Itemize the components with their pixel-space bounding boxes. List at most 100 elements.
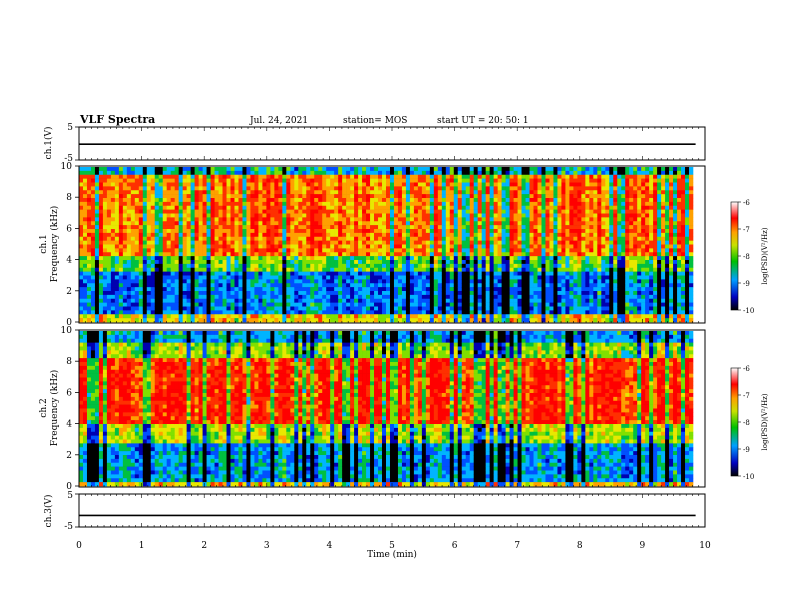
ch1-spectrogram-cell [278,198,283,203]
ch1-spectrogram-cell [98,201,104,207]
ch1-spectrogram-cell [138,236,144,241]
ch1-spectrogram-cell [146,294,152,300]
ch1-spectrogram-cell [170,287,175,292]
ch1-spectrogram-cell [457,298,463,303]
ch1-spectrogram-cell [274,302,279,307]
ch1-spectrogram-cell [449,190,455,195]
ch1-spectrogram-cell [142,174,148,179]
ch1-spectrogram-cell [286,310,291,315]
ch1-spectrogram-cell [465,190,471,195]
ch1-spectrogram-cell [318,205,323,210]
ch1-spectrogram-cell [278,236,283,241]
ch1-spectrogram-cell [286,260,291,265]
ch1-spectrogram-cell [106,318,112,323]
ch1-spectrogram-cell [266,213,271,218]
ch1-spectrogram-cell [358,252,363,257]
ch1-spectrogram-cell [202,256,207,261]
ch1-spectrogram-cell [118,205,124,210]
ch1-spectrogram-cell [186,302,191,307]
ch1-spectrogram-cell [469,256,475,261]
ch1-spectrogram-cell [457,178,463,183]
ch1-spectrogram-cell [405,198,411,203]
ch1-spectrogram-cell [290,170,295,176]
ch1-spectrogram-cell [326,225,331,230]
ch1-spectrogram-cell [457,232,463,238]
ch1-spectrogram-cell [437,221,443,226]
ch1-spectrogram-cell [262,248,267,253]
ch1-spectrogram-cell [501,190,506,195]
ch1-spectrogram-cell [226,190,231,195]
ch1-spectrogram-cell [481,248,486,253]
ch1-spectrogram-cell [142,310,148,315]
ch1-spectrogram-cell [222,244,227,249]
ch1-spectrogram-cell [517,310,522,315]
ch1-spectrogram-cell [382,302,387,307]
ch1-spectrogram-cell [553,174,558,179]
ch1-spectrogram-cell [238,229,243,234]
ch1-spectrogram-cell [517,314,522,319]
ch1-spectrogram-cell [322,182,327,187]
ch1-spectrogram-cell [146,201,152,207]
ch1-spectrogram-cell [110,236,116,241]
ch1-spectrogram-cell [362,190,367,195]
ch1-spectrogram-cell [453,209,459,214]
ch1-spectrogram-cell [457,209,463,214]
ch1-spectrogram-cell [453,283,459,288]
ch1-spectrogram-cell [86,232,92,238]
ch1-spectrogram-cell [433,287,439,292]
ch1-spectrogram-cell [473,318,478,323]
ch1-spectrogram-cell [453,302,459,307]
ch1-spectrogram-cell [130,294,136,300]
ch1-spectrogram-cell [386,174,391,179]
ch1-spectrogram-cell [262,283,267,288]
ch1-spectrogram-cell [501,260,506,265]
ch1-spectrogram-cell [274,279,279,284]
ch1-spectrogram-cell [106,302,112,307]
ch1-spectrogram-cell [202,260,207,265]
ch1-spectrogram-cell [234,244,239,249]
ch1-spectrogram-cell [90,291,96,296]
ch1-spectrogram-cell [274,190,279,195]
ch1-spectrogram-cell [461,186,467,191]
ch1-spectrogram-cell [134,244,140,249]
ch1-spectrogram-cell [405,260,411,265]
ch1-spectrogram-cell [350,217,355,222]
ch1-spectrogram-cell [79,256,84,261]
ch1-spectrogram-cell [401,306,407,311]
ch1-spectrogram-cell [429,225,435,230]
ch1-spectrogram-cell [286,209,291,214]
ch1-spectrogram-cell [194,174,199,179]
ch1-spectrogram-cell [150,248,156,253]
ch1-spectrogram-cell [79,302,84,307]
ch1-spectrogram-cell [421,229,427,234]
ch1-spectrogram-cell [525,279,530,284]
ch1-spectrogram-cell [429,271,435,276]
ch1-spectrogram-cell [521,240,526,245]
ch1-spectrogram-cell [441,240,447,245]
ch1-spectrogram-cell [290,310,295,315]
ch1-spectrogram-cell [461,256,467,261]
ch1-spectrogram-cell [401,236,407,241]
ch1-spectrogram-cell [258,263,263,269]
ch1-spectrogram-cell [258,232,263,238]
ch1-spectrogram-cell [110,291,116,296]
ch1-spectrogram-cell [254,302,259,307]
ch1-spectrogram-cell [485,170,490,176]
ch1-spectrogram-cell [166,178,171,183]
ch1-spectrogram-cell [234,283,239,288]
ch1-spectrogram-cell [465,306,471,311]
ch1-spectrogram-cell [529,287,534,292]
ch1-spectrogram-cell [389,236,395,241]
ch1-spectrogram-cell [218,306,223,311]
ch1-spectrogram-cell [469,217,475,222]
ch1-spectrogram-cell [521,263,526,269]
ch1-spectrogram-cell [282,182,287,187]
ch1-spectrogram-cell [465,209,471,214]
ch1-spectrogram-cell [537,248,542,253]
ch1-spectrogram-cell [282,221,287,226]
ch1-spectrogram-cell [178,248,183,253]
ch1-spectrogram-cell [525,209,530,214]
ch1-spectrogram-cell [501,236,506,241]
ch1-spectrogram-cell [469,298,475,303]
ch1-spectrogram-cell [246,248,251,253]
